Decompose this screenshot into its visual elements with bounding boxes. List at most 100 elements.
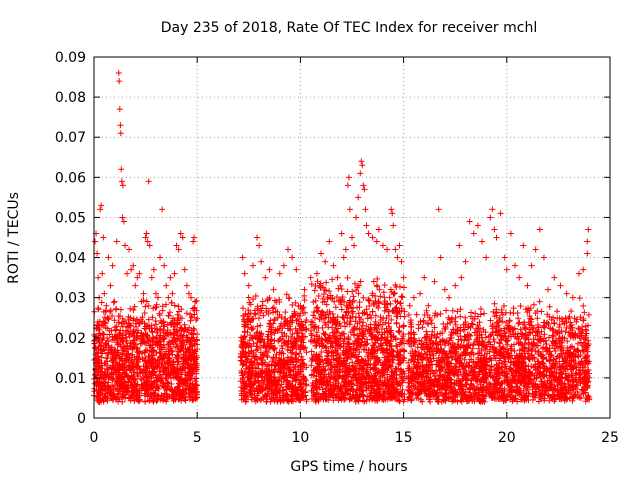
data-point [262, 361, 269, 368]
data-point [564, 338, 571, 345]
data-point [131, 336, 138, 343]
data-point [174, 332, 181, 339]
data-point [301, 297, 308, 304]
data-point [393, 304, 400, 311]
data-point [113, 375, 120, 382]
data-point [104, 373, 111, 380]
data-point [289, 317, 296, 324]
data-point [252, 311, 259, 318]
data-point [181, 328, 188, 335]
data-point [153, 398, 160, 405]
data-point [111, 317, 118, 324]
data-point [258, 336, 265, 343]
data-point [443, 307, 450, 314]
data-point [264, 390, 271, 397]
data-point [136, 348, 143, 355]
data-point [281, 320, 288, 327]
data-point [136, 397, 143, 404]
data-point [278, 329, 285, 336]
data-point [302, 344, 309, 351]
data-point [114, 339, 121, 346]
data-point [291, 335, 298, 342]
data-point [251, 332, 258, 339]
data-point [127, 305, 134, 312]
data-point [161, 351, 168, 358]
data-point [237, 357, 244, 364]
data-point [462, 314, 469, 321]
data-point [148, 385, 155, 392]
data-point [239, 305, 246, 312]
data-point [267, 329, 274, 336]
data-point [160, 383, 167, 390]
data-point [131, 330, 138, 337]
data-point [109, 377, 116, 384]
data-point [248, 325, 255, 332]
data-point [244, 374, 251, 381]
data-point [245, 307, 252, 314]
data-point [287, 338, 294, 345]
data-point [393, 319, 400, 326]
data-point [109, 336, 116, 343]
data-point [321, 331, 328, 338]
data-point [265, 385, 272, 392]
data-point [119, 334, 126, 341]
data-point [333, 325, 340, 332]
data-point [270, 304, 277, 311]
data-point [119, 376, 126, 383]
data-point [289, 301, 296, 308]
data-point [257, 355, 264, 362]
data-point [401, 308, 408, 315]
data-point [280, 387, 287, 394]
data-point [274, 382, 281, 389]
data-point [158, 395, 165, 402]
data-point [152, 318, 159, 325]
data-point [156, 349, 163, 356]
data-point [186, 349, 193, 356]
data-point [246, 350, 253, 357]
data-point [189, 343, 196, 350]
data-point [119, 393, 126, 400]
data-point [167, 361, 174, 368]
data-point [120, 344, 127, 351]
data-point [244, 313, 251, 320]
data-point [381, 294, 388, 301]
data-point [292, 299, 299, 306]
data-point [102, 339, 109, 346]
data-point [144, 332, 151, 339]
data-point [585, 341, 592, 348]
data-point [96, 330, 103, 337]
data-point [477, 305, 484, 312]
data-point [139, 314, 146, 321]
data-point [293, 391, 300, 398]
data-point [193, 394, 200, 401]
data-point [162, 301, 169, 308]
data-point [267, 371, 274, 378]
data-point [269, 380, 276, 387]
data-point [185, 362, 192, 369]
data-point [164, 359, 171, 366]
data-point [449, 307, 456, 314]
data-point [268, 375, 275, 382]
data-point [172, 337, 179, 344]
data-point [145, 371, 152, 378]
data-point [131, 375, 138, 382]
data-point [381, 281, 388, 288]
data-point [144, 364, 151, 371]
data-point [247, 375, 254, 382]
data-point [119, 369, 126, 376]
data-point [182, 369, 189, 376]
data-point [111, 347, 118, 354]
data-point [120, 337, 127, 344]
data-point [168, 331, 175, 338]
data-point [178, 325, 185, 332]
data-point [150, 351, 157, 358]
data-point [239, 362, 246, 369]
data-point [109, 313, 116, 320]
data-point [246, 360, 253, 367]
data-point [125, 357, 132, 364]
data-point [276, 296, 283, 303]
data-point [302, 326, 309, 333]
data-point [153, 301, 160, 308]
data-point [184, 372, 191, 379]
data-point [387, 286, 394, 293]
